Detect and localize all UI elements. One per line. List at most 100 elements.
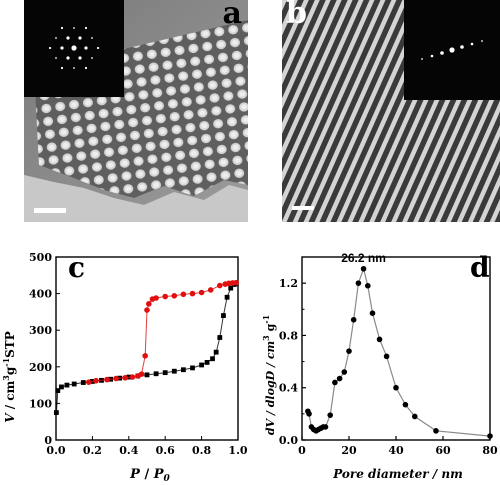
adsorption-point: [171, 368, 177, 374]
adsorption-point: [59, 384, 64, 390]
desorption-point: [135, 373, 141, 379]
desorption-point: [171, 292, 178, 299]
y-tick-label: 400: [29, 288, 52, 301]
data-point: [365, 282, 371, 289]
desorption-point: [222, 281, 229, 287]
adsorption-point: [221, 313, 226, 318]
data-point: [346, 348, 352, 354]
chart-c-ticks: 0.0 0.2 0.4 0.6 0.8 1.0 0 100 200 300 400 500: [29, 251, 248, 457]
adsorption-point: [210, 356, 215, 362]
chart-d-ylabel: dV / dlogD / cm3 g-1: [261, 315, 277, 435]
desorption-point: [122, 374, 128, 381]
x-tick-label: 40: [388, 444, 404, 457]
x-tick-label: 0.0: [46, 444, 65, 457]
adsorption-point: [80, 380, 86, 385]
panel-label-b: b: [286, 0, 307, 31]
x-tick-label: 80: [482, 444, 498, 457]
desorption-point: [129, 374, 136, 380]
data-point: [327, 412, 333, 418]
data-point: [336, 375, 343, 382]
desorption-point: [149, 296, 156, 302]
tem-image-b-art: [282, 0, 500, 222]
adsorption-point: [144, 372, 150, 378]
data-point: [355, 280, 362, 286]
data-point: [487, 433, 493, 439]
data-point: [369, 310, 376, 317]
y-tick-label: 300: [29, 324, 52, 337]
adsorption-point: [190, 365, 195, 371]
y-tick-label: 1.2: [279, 277, 298, 290]
x-tick-label: 0: [298, 444, 306, 457]
adsorption-point: [181, 367, 186, 373]
adsorption-point: [64, 382, 70, 388]
tem-image-a: a: [24, 0, 248, 222]
adsorption-point: [71, 381, 77, 387]
adsorption-point: [213, 349, 219, 355]
adsorption-point: [53, 410, 59, 415]
desorption-point: [198, 289, 205, 296]
chart-c-series: [53, 279, 239, 415]
chart-d-annotation: 26.2 nm: [341, 251, 386, 265]
scale-bar: [292, 206, 314, 210]
data-point: [376, 336, 383, 343]
desorption-point: [180, 291, 187, 298]
data-point: [341, 369, 348, 375]
chart-d-ticks: 0 20 40 60 80 0.0 0.4 0.8 1.2: [279, 256, 498, 457]
data-point: [393, 384, 399, 391]
data-point: [412, 413, 418, 420]
adsorption-point: [217, 335, 223, 340]
x-tick-label: 0.6: [156, 444, 175, 457]
desorption-point: [104, 376, 110, 383]
data-point: [433, 428, 439, 434]
data-point: [360, 265, 367, 272]
panel-label-a: a: [222, 0, 242, 31]
panel-label-d: d: [470, 251, 490, 284]
chart-d-xlabel: Pore diameter / nm: [332, 467, 463, 481]
tem-image-b: b: [282, 0, 500, 222]
chart-c-xlabel: P / P0: [129, 467, 170, 484]
chart-c: 0.0 0.2 0.4 0.6 0.8 1.0 0 100 200 300 400 500 c P /…: [1, 251, 248, 484]
plot-frame: [55, 256, 239, 441]
desorption-point: [142, 353, 148, 359]
x-tick-label: 0.8: [192, 444, 211, 457]
series-line-0: [307, 266, 491, 437]
chart-c-ylabel: V / cm3g-1STP: [1, 331, 17, 423]
series-line-0: [55, 282, 237, 413]
desorption-point: [162, 293, 168, 300]
x-tick-label: 0.4: [119, 444, 138, 457]
data-point: [332, 379, 338, 386]
adsorption-point: [199, 362, 204, 368]
desorption-point: [217, 282, 223, 289]
chart-d-series: [305, 265, 493, 439]
adsorption-point: [224, 294, 230, 300]
data-point: [383, 353, 390, 360]
data-point: [350, 316, 357, 323]
y-tick-label: 0.4: [279, 382, 298, 395]
adsorption-point: [162, 370, 168, 376]
y-tick-label: 200: [29, 361, 52, 374]
chart-d: 0 20 40 60 80 0.0 0.4 0.8 1.2 26.2 nm d Pore dia…: [261, 251, 498, 481]
data-point: [402, 401, 409, 408]
panel-label-c: c: [68, 251, 85, 284]
x-tick-label: 0.2: [83, 444, 102, 457]
x-tick-label: 1.0: [228, 444, 247, 457]
data-point: [306, 411, 312, 417]
scale-bar: [34, 208, 66, 213]
adsorption-point: [55, 388, 61, 393]
desorption-point: [146, 301, 152, 307]
chart-c-axes: [55, 256, 239, 441]
desorption-point: [85, 379, 92, 385]
adsorption-point: [228, 285, 234, 291]
tem-image-a-art: [24, 0, 248, 222]
x-tick-label: 20: [341, 444, 357, 457]
y-tick-label: 0.8: [279, 329, 298, 342]
y-tick-label: 0: [44, 434, 52, 447]
adsorption-point: [153, 371, 159, 377]
desorption-point: [207, 287, 214, 293]
y-tick-label: 500: [29, 251, 52, 264]
x-tick-label: 60: [435, 444, 451, 457]
y-tick-label: 0.0: [279, 434, 298, 447]
desorption-point: [93, 377, 99, 384]
series-line-1: [88, 282, 237, 383]
desorption-point: [113, 375, 119, 382]
